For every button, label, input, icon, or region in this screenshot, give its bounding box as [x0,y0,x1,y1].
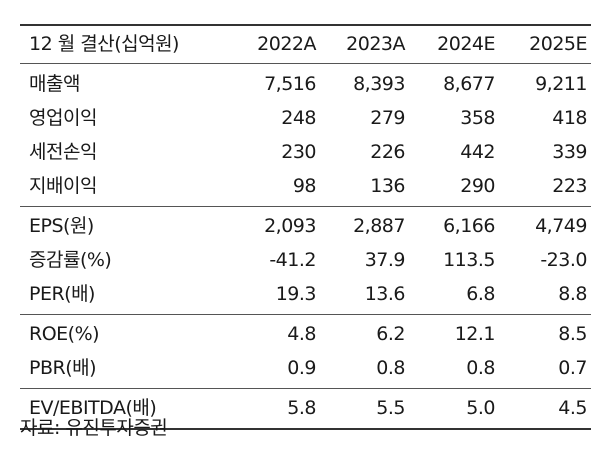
row-value: 230 [281,141,316,163]
row-value: 113.5 [443,249,495,271]
row-label: ROE(%) [29,323,100,345]
row-value: 2,887 [353,215,405,237]
header-divider [20,63,591,64]
table-row-roe: ROE(%) 4.8 6.2 12.1 8.5 [20,317,591,351]
row-value: 0.9 [287,357,316,379]
row-value: 2,093 [264,215,316,237]
row-value: 5.0 [466,397,495,419]
row-value: 6,166 [443,215,495,237]
row-label: 증감률(%) [29,249,112,271]
row-value: 4.5 [558,397,587,419]
group-divider [20,388,591,389]
row-value: 8.5 [558,323,587,345]
row-value: 248 [281,107,316,129]
row-value: -41.2 [269,249,316,271]
row-value: 8,677 [443,73,495,95]
row-value: 5.8 [287,397,316,419]
row-label: 세전손익 [29,141,97,163]
row-value: 339 [552,141,587,163]
row-value: 358 [460,107,495,129]
header-year-2025: 2025E [529,33,587,55]
row-label: PER(배) [29,283,95,305]
row-value: 418 [552,107,587,129]
table-row-eps: EPS(원) 2,093 2,887 6,166 4,749 [20,209,591,243]
row-value: 223 [552,175,587,197]
row-value: 19.3 [275,283,317,305]
row-value: 8.8 [558,283,587,305]
row-value: 5.5 [376,397,405,419]
row-value: 0.8 [466,357,495,379]
row-label: 영업이익 [29,107,97,129]
row-value: 12.1 [454,323,496,345]
header-year-2022: 2022A [257,33,316,55]
row-value: 290 [460,175,495,197]
row-value: 8,393 [353,73,405,95]
row-value: 7,516 [264,73,316,95]
row-value: 4,749 [535,215,587,237]
row-value: -23.0 [540,249,587,271]
row-value: 0.7 [558,357,587,379]
table-top-rule [20,24,591,26]
row-value: 136 [370,175,405,197]
row-label: EV/EBITDA(배) [29,397,157,419]
row-value: 4.8 [287,323,316,345]
table-header-row: 12 월 결산(십억원) 2022A 2023A 2024E 2025E [20,27,591,61]
source-note: 자료: 유진투자증권 [20,417,168,439]
group-divider [20,314,591,315]
row-value: 226 [370,141,405,163]
table-row-revenue: 매출액 7,516 8,393 8,677 9,211 [20,67,591,101]
table-row-per: PER(배) 19.3 13.6 6.8 8.8 [20,277,591,311]
row-value: 0.8 [376,357,405,379]
row-value: 279 [370,107,405,129]
header-year-2024: 2024E [437,33,495,55]
header-label: 12 월 결산(십억원) [29,33,179,55]
row-value: 6.8 [466,283,495,305]
row-value: 9,211 [535,73,587,95]
table-row-pbr: PBR(배) 0.9 0.8 0.8 0.7 [20,351,591,385]
table-row-ev-ebitda: EV/EBITDA(배) 5.8 5.5 5.0 4.5 [20,391,591,425]
row-label: 매출액 [29,73,80,95]
table-row-operating-profit: 영업이익 248 279 358 418 [20,101,591,135]
row-value: 442 [460,141,495,163]
header-year-2023: 2023A [346,33,405,55]
row-value: 6.2 [376,323,405,345]
row-value: 98 [292,175,317,197]
row-label: PBR(배) [29,357,97,379]
row-label: 지배이익 [29,175,97,197]
table-row-pretax-income: 세전손익 230 226 442 339 [20,135,591,169]
table-bottom-rule [20,428,591,430]
row-value: 13.6 [364,283,406,305]
table-row-controlling-income: 지배이익 98 136 290 223 [20,169,591,203]
table-row-growth-rate: 증감률(%) -41.2 37.9 113.5 -23.0 [20,243,591,277]
group-divider [20,206,591,207]
row-label: EPS(원) [29,215,94,237]
row-value: 37.9 [364,249,406,271]
